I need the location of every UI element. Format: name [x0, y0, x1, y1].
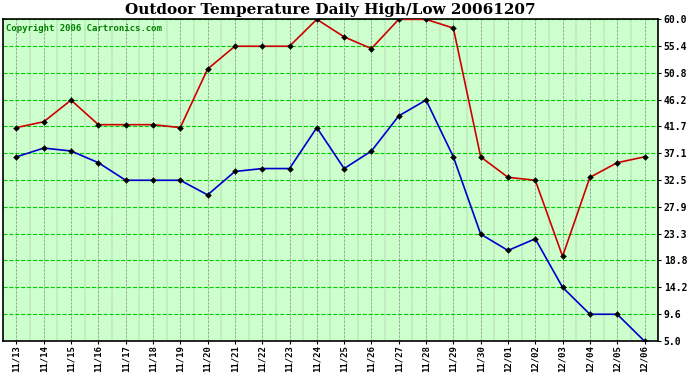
Text: Copyright 2006 Cartronics.com: Copyright 2006 Cartronics.com [6, 24, 162, 33]
Title: Outdoor Temperature Daily High/Low 20061207: Outdoor Temperature Daily High/Low 20061… [125, 3, 535, 17]
